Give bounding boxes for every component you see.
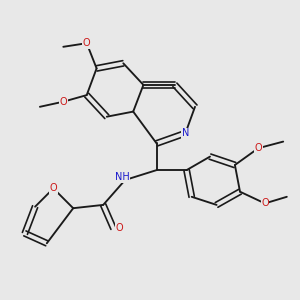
Text: O: O bbox=[50, 183, 57, 194]
Text: N: N bbox=[182, 128, 189, 138]
Text: O: O bbox=[254, 143, 262, 153]
Text: O: O bbox=[83, 38, 91, 48]
Text: O: O bbox=[261, 198, 269, 208]
Text: O: O bbox=[116, 223, 123, 233]
Text: NH: NH bbox=[115, 172, 130, 182]
Text: O: O bbox=[59, 97, 67, 107]
